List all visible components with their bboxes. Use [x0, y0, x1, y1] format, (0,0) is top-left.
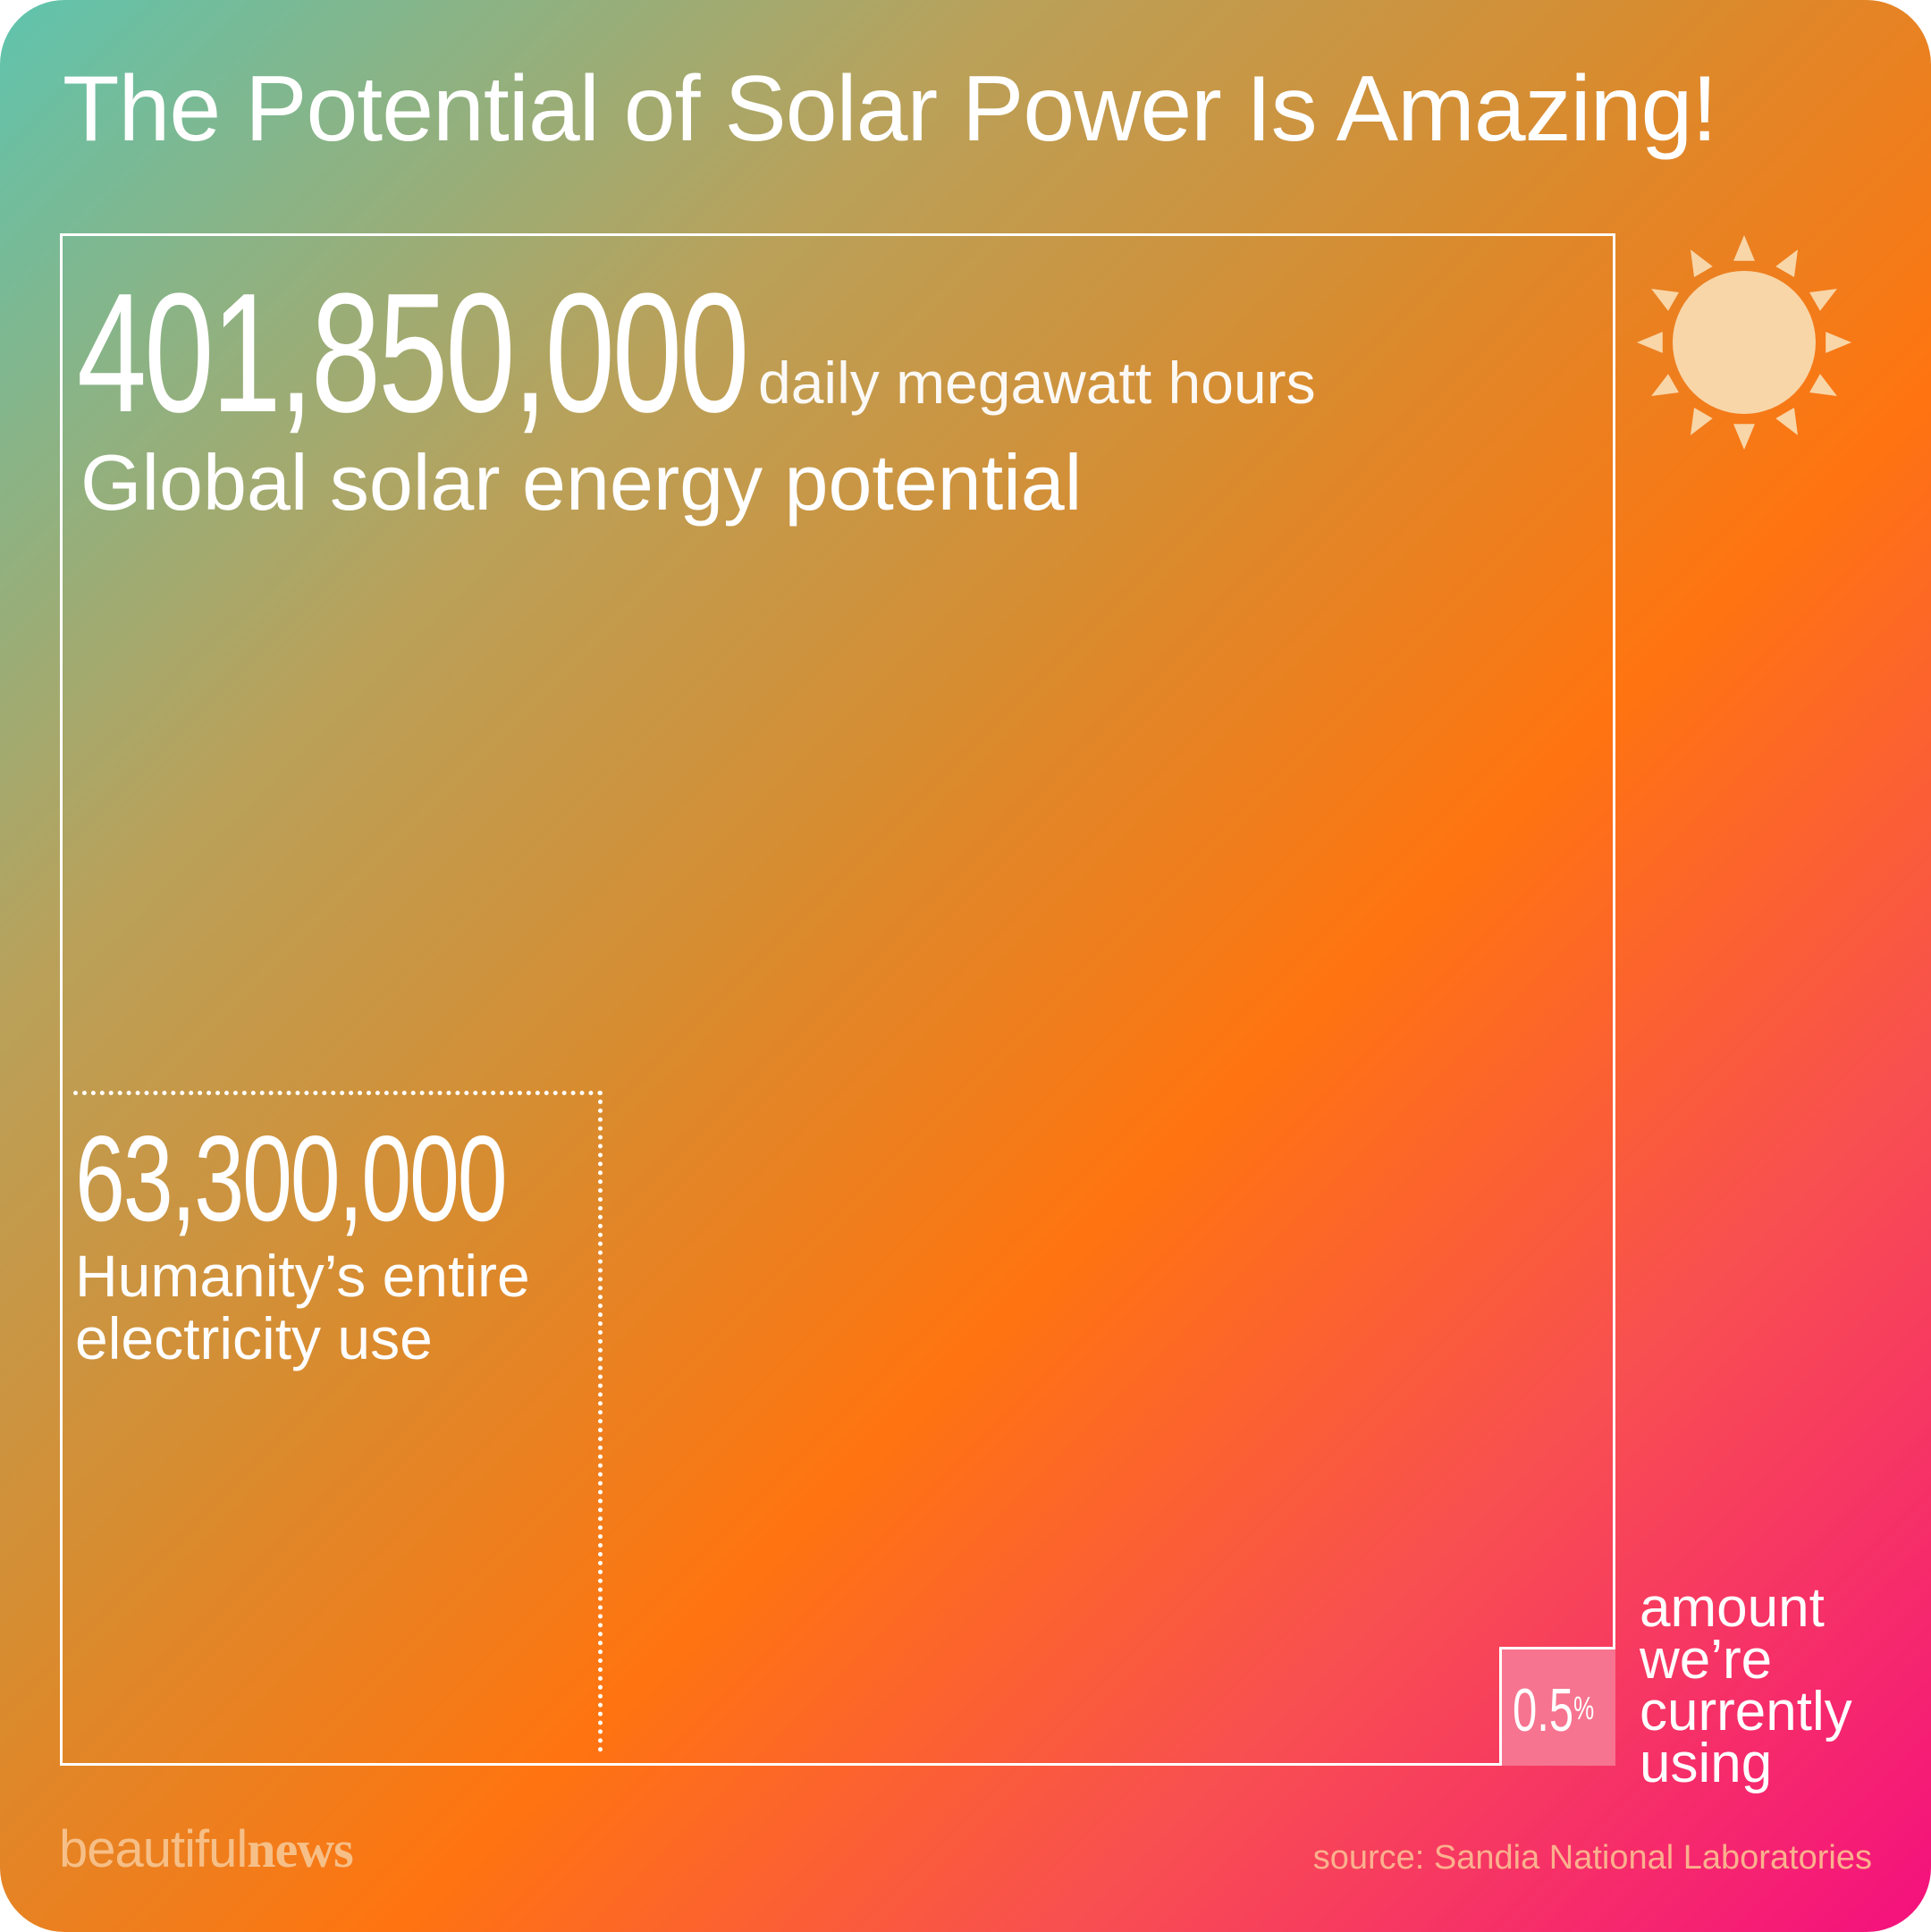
- electricity-use-square: [73, 1091, 603, 1752]
- global-potential-value: 401,850,000: [77, 258, 749, 448]
- logo-part2: news: [247, 1820, 353, 1878]
- sun-icon: [1637, 235, 1851, 450]
- current-use-square: [1499, 1647, 1615, 1766]
- sun-ray: [1826, 332, 1851, 353]
- sun-ray: [1809, 289, 1837, 311]
- sun-ray: [1691, 408, 1713, 435]
- sun-ray: [1733, 424, 1755, 450]
- source-note: source: Sandia National Laboratories: [1312, 1839, 1872, 1877]
- chart-title: The Potential of Solar Power Is Amazing!: [63, 57, 1717, 161]
- global-potential-square: [60, 233, 1615, 1766]
- sun-ray: [1775, 249, 1798, 277]
- electricity-use-value: 63,300,000: [75, 1110, 508, 1246]
- logo-part1: beautiful: [59, 1820, 248, 1878]
- sun-ray: [1733, 235, 1755, 261]
- unit-label: daily megawatt hours: [758, 350, 1316, 416]
- electricity-use-label: Humanity’s entire electricity use: [75, 1243, 530, 1371]
- current-use-label: amount we’re currently using: [1640, 1577, 1852, 1794]
- percent-sign: %: [1573, 1690, 1595, 1726]
- global-potential-label: Global solar energy potential: [80, 438, 1083, 527]
- sun-ray: [1809, 374, 1837, 396]
- current-use-number: 0.5: [1513, 1676, 1574, 1744]
- sun-ray: [1691, 249, 1713, 277]
- current-use-value: 0.5%: [1513, 1679, 1594, 1742]
- sun-ray: [1651, 374, 1679, 396]
- brand-logo: beautifulnews: [59, 1818, 354, 1881]
- sun-ray: [1651, 289, 1679, 311]
- sun-ray: [1775, 408, 1798, 435]
- sun-ray: [1637, 332, 1663, 353]
